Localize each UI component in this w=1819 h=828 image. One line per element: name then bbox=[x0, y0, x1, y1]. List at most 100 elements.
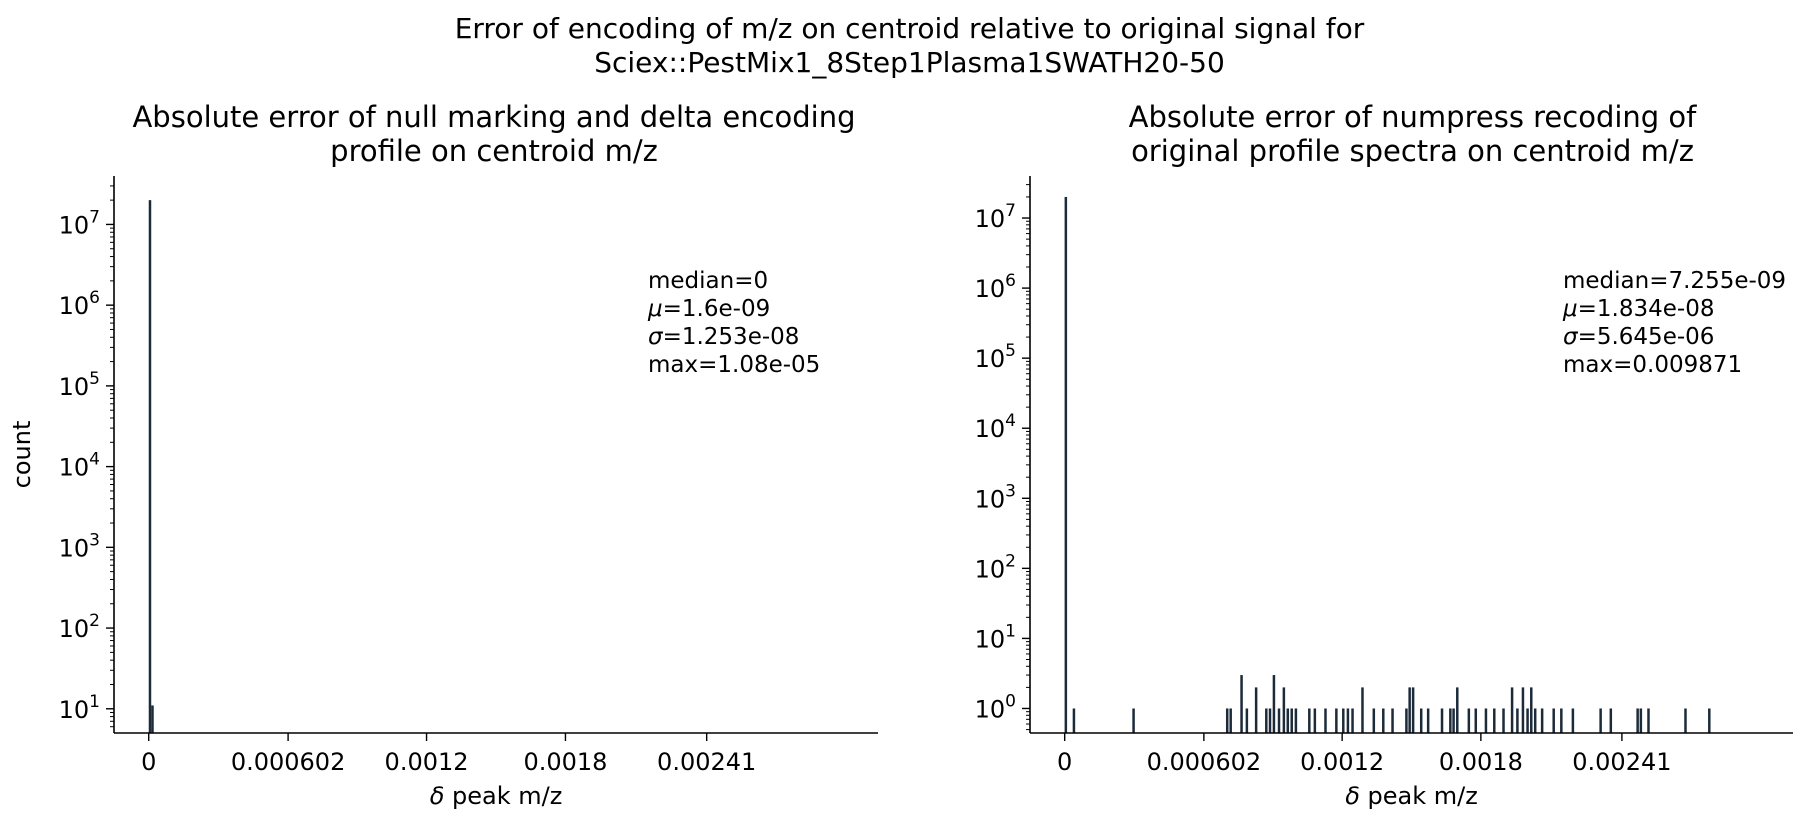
right-histogram-bar bbox=[1308, 708, 1311, 733]
right-histogram-bar bbox=[1647, 708, 1650, 733]
right-y-tick-label: 102 bbox=[975, 551, 1016, 583]
left-y-tick-label: 105 bbox=[59, 369, 100, 401]
right-histogram-bar bbox=[1313, 708, 1317, 733]
right-histogram-bar bbox=[1072, 708, 1076, 733]
right-histogram-bar bbox=[1245, 708, 1249, 733]
right-histogram-bar bbox=[1411, 687, 1415, 733]
right-histogram-bar bbox=[1277, 708, 1281, 733]
left-y-tick-label: 102 bbox=[59, 611, 100, 643]
right-histogram-bar bbox=[1391, 708, 1394, 733]
left-x-tick-label: 0.000602 bbox=[231, 748, 346, 776]
left-y-tick-label: 104 bbox=[59, 450, 100, 482]
left-y-tick-label: 103 bbox=[59, 530, 100, 562]
left-x-tick-label: 0 bbox=[141, 748, 156, 776]
right-histogram-bar bbox=[1382, 708, 1385, 733]
right-histogram-bar bbox=[1346, 708, 1350, 733]
figure-title-line-2: Sciex::PestMix1_8Step1Plasma1SWATH20-50 bbox=[594, 46, 1225, 79]
right-histogram-bar bbox=[1294, 708, 1298, 733]
right-y-tick-label: 107 bbox=[975, 201, 1016, 233]
right-histogram-bar bbox=[1540, 708, 1544, 733]
right-histogram-bar bbox=[1521, 687, 1525, 733]
right-histogram-bar bbox=[1351, 708, 1354, 733]
left-y-tick-label: 106 bbox=[59, 288, 100, 320]
right-histogram-bar bbox=[1265, 708, 1268, 733]
right-x-tick-label: 0.0018 bbox=[1439, 748, 1523, 776]
right-histogram-bar bbox=[1372, 708, 1376, 733]
right-histogram-bar bbox=[1286, 708, 1290, 733]
left-histogram-bar bbox=[148, 200, 152, 733]
right-histogram-bar bbox=[1452, 708, 1455, 733]
right-histogram-bar bbox=[1282, 687, 1286, 733]
right-histogram-panel: 100 101 102 103 104 105 106 107 0 0.000602 0.0012 0… bbox=[975, 176, 1793, 810]
left-stats-line: μ=1.6e-09 bbox=[647, 296, 770, 322]
left-stats-line: σ=1.253e-08 bbox=[648, 324, 799, 350]
left-stats-line: max=1.08e-05 bbox=[648, 352, 820, 378]
left-y-tick-label: 101 bbox=[59, 692, 100, 724]
right-histogram-bar bbox=[1440, 708, 1444, 733]
right-histogram-bar bbox=[1342, 708, 1345, 733]
right-histogram-bar bbox=[1361, 687, 1364, 733]
right-y-tick-label: 101 bbox=[975, 621, 1016, 653]
right-histogram-bar bbox=[1684, 708, 1687, 733]
right-histogram-bar bbox=[1493, 708, 1496, 733]
right-stats-line: max=0.009871 bbox=[1563, 352, 1742, 378]
right-histogram-bar bbox=[1408, 687, 1411, 733]
right-histogram-bar bbox=[1456, 687, 1459, 733]
figure-title-line-1: Error of encoding of m/z on centroid rel… bbox=[454, 12, 1365, 45]
right-stats-line: μ=1.834e-08 bbox=[1562, 296, 1714, 322]
right-histogram-bar bbox=[1560, 708, 1563, 733]
right-histogram-bar bbox=[1467, 708, 1471, 733]
right-chart-title-line-2: original profile spectra on centroid m/z bbox=[1131, 134, 1694, 168]
left-histogram-bar bbox=[151, 705, 154, 733]
right-histogram-bar bbox=[1484, 708, 1488, 733]
right-histogram-bar bbox=[1502, 708, 1505, 733]
right-y-tick-label: 100 bbox=[975, 691, 1016, 723]
right-histogram-bar bbox=[1474, 708, 1478, 733]
right-histogram-bar bbox=[1426, 708, 1430, 733]
right-histogram-bar bbox=[1639, 708, 1643, 733]
right-histogram-bar bbox=[1064, 196, 1068, 733]
right-histogram-bar bbox=[1229, 708, 1232, 733]
right-histogram-bar bbox=[1132, 708, 1135, 733]
right-histogram-bar bbox=[1599, 708, 1602, 733]
right-histogram-bar bbox=[1254, 687, 1258, 733]
right-x-tick-label: 0 bbox=[1057, 748, 1072, 776]
right-y-tick-label: 105 bbox=[975, 341, 1016, 373]
right-histogram-bar bbox=[1419, 708, 1423, 733]
left-x-tick-label: 0.0012 bbox=[385, 748, 469, 776]
right-histogram-bar bbox=[1526, 708, 1529, 733]
left-chart-title-line-1: Absolute error of null marking and delta… bbox=[132, 100, 856, 134]
right-histogram-bar bbox=[1571, 708, 1575, 733]
right-histogram-bar bbox=[1290, 708, 1293, 733]
left-x-tick-label: 0.00241 bbox=[657, 748, 756, 776]
left-y-tick-label: 107 bbox=[59, 207, 100, 239]
right-y-tick-label: 103 bbox=[975, 481, 1016, 513]
right-histogram-bar bbox=[1530, 687, 1533, 733]
left-histogram-panel: 101 102 103 104 105 106 107 0 0.000602 0.0012 0.00… bbox=[8, 176, 878, 810]
right-x-tick-label: 0.00241 bbox=[1572, 748, 1671, 776]
right-chart-title-line-1: Absolute error of numpress recoding of bbox=[1128, 100, 1697, 134]
right-histogram-bar bbox=[1609, 708, 1613, 733]
right-histogram-bar bbox=[1225, 708, 1229, 733]
right-histogram-bar bbox=[1405, 708, 1408, 733]
right-histogram-bar bbox=[1510, 687, 1514, 733]
right-histogram-bar bbox=[1449, 708, 1452, 733]
left-y-axis-label: count bbox=[8, 421, 36, 489]
right-stats-line: median=7.255e-09 bbox=[1563, 268, 1786, 294]
right-histogram-bar bbox=[1533, 708, 1537, 733]
right-histogram-bar bbox=[1268, 708, 1272, 733]
left-stats-line: median=0 bbox=[648, 268, 768, 294]
left-chart-title-line-2: profile on centroid m/z bbox=[330, 134, 658, 168]
right-stats-line: σ=5.645e-06 bbox=[1563, 324, 1714, 350]
right-y-tick-label: 106 bbox=[975, 271, 1016, 303]
right-histogram-bar bbox=[1636, 708, 1639, 733]
right-x-tick-label: 0.0012 bbox=[1300, 748, 1384, 776]
right-x-axis-label: δ peak m/z bbox=[1345, 782, 1478, 810]
right-histogram-bar bbox=[1552, 708, 1555, 733]
left-x-tick-label: 0.0018 bbox=[523, 748, 607, 776]
right-histogram-bar bbox=[1272, 675, 1276, 733]
right-histogram-bar bbox=[1240, 675, 1243, 733]
right-histogram-bar bbox=[1335, 708, 1338, 733]
right-x-tick-label: 0.000602 bbox=[1147, 748, 1262, 776]
